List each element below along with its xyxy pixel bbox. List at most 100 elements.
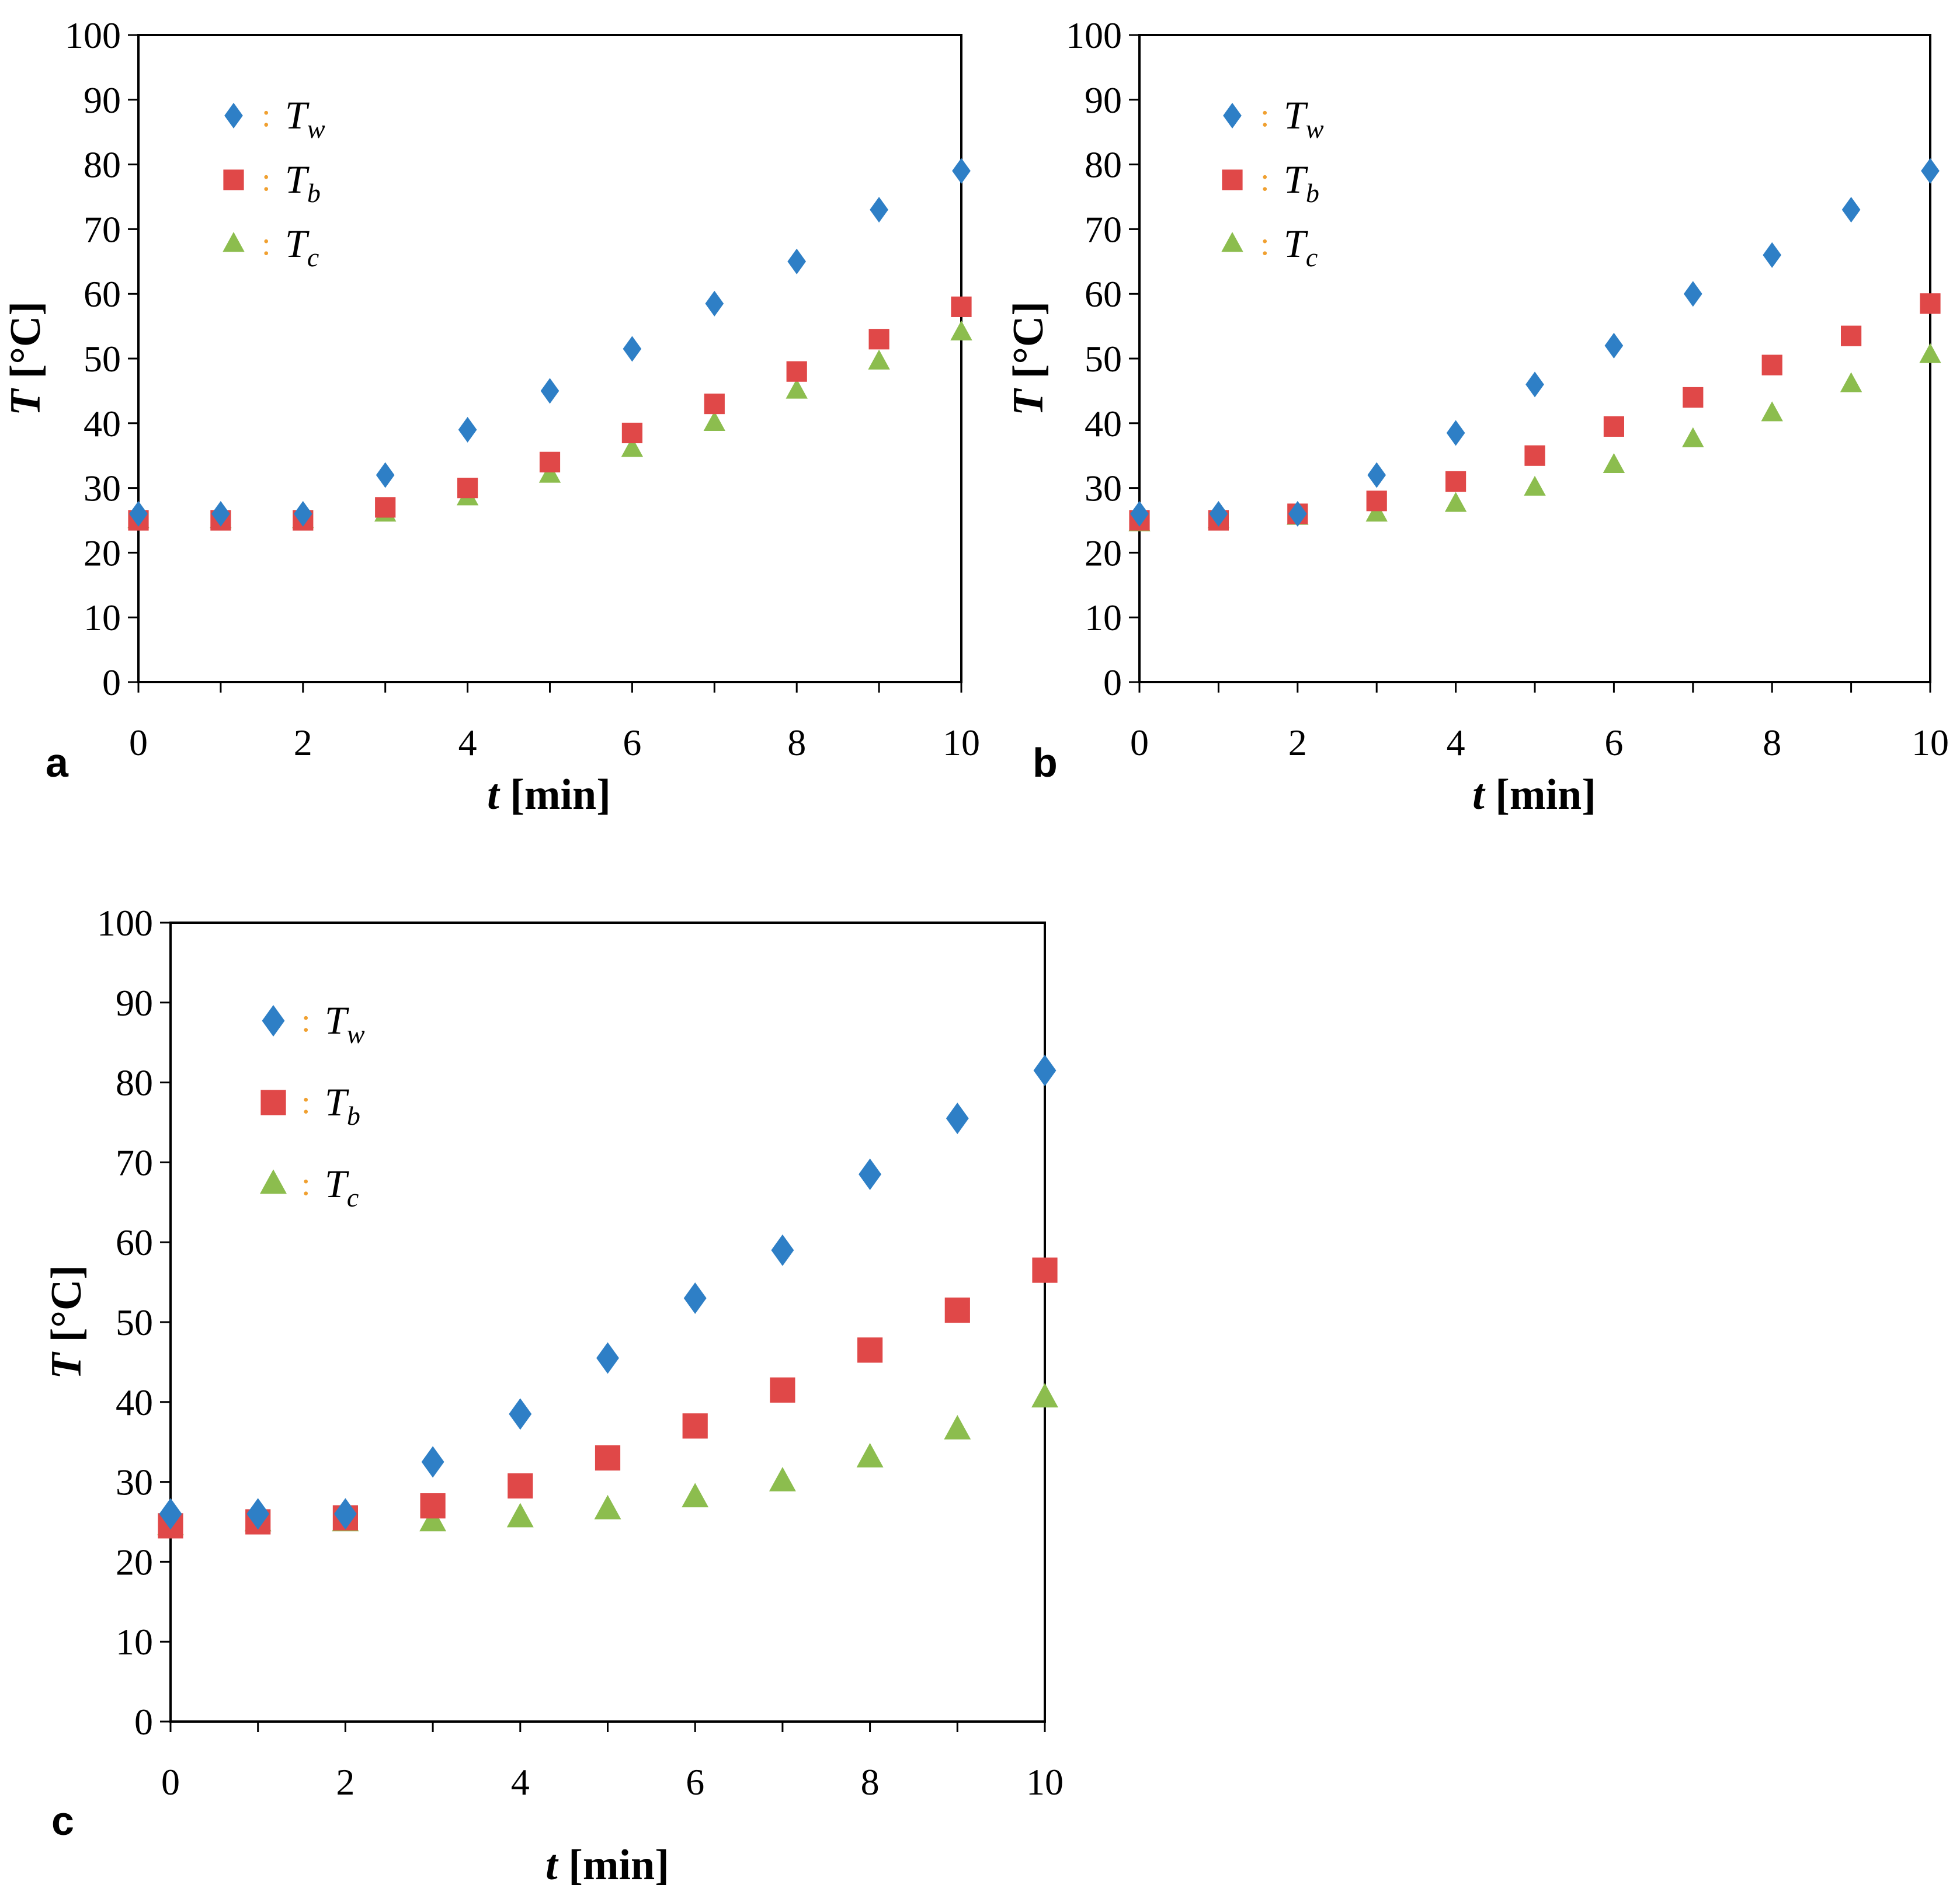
data-point-t-w bbox=[333, 1498, 357, 1530]
y-tick-label: 40 bbox=[1085, 403, 1122, 444]
x-tick-label: 10 bbox=[943, 722, 980, 763]
legend-label-main: T bbox=[285, 93, 310, 137]
data-point-t-w bbox=[596, 1342, 619, 1374]
legend: : Tw: Tb: Tc bbox=[223, 93, 325, 272]
legend-label-main: T bbox=[1284, 93, 1308, 137]
data-point-t-c bbox=[1919, 343, 1941, 363]
y-tick-label: 20 bbox=[84, 532, 121, 573]
y-axis-var: T bbox=[2, 388, 50, 416]
y-tick-label: 90 bbox=[84, 79, 121, 121]
data-point-t-b bbox=[1683, 387, 1704, 408]
y-tick-label: 80 bbox=[1085, 144, 1122, 186]
data-point-t-w bbox=[1367, 462, 1386, 488]
y-tick-label: 90 bbox=[1085, 79, 1122, 121]
legend-label: Tc bbox=[1284, 221, 1318, 272]
data-point-t-c bbox=[1524, 475, 1546, 496]
x-axis-unit: [min] bbox=[1485, 771, 1596, 819]
legend-separator: : bbox=[301, 1003, 311, 1039]
data-point-t-b bbox=[595, 1445, 621, 1471]
legend-separator: : bbox=[262, 162, 271, 198]
data-point-t-b bbox=[1920, 293, 1941, 314]
series-t-w bbox=[1130, 158, 1940, 527]
y-axis-title: T [°C] bbox=[43, 1265, 91, 1379]
data-point-t-b bbox=[1032, 1257, 1058, 1283]
y-axis-title: T [°C] bbox=[2, 301, 50, 416]
legend-label-main: T bbox=[1284, 221, 1308, 266]
legend-marker-t-w bbox=[224, 103, 243, 128]
legend-separator: : bbox=[1260, 226, 1270, 262]
y-tick-label: 0 bbox=[102, 662, 121, 703]
data-point-t-w bbox=[859, 1158, 882, 1190]
legend-marker-t-b bbox=[223, 169, 244, 190]
x-axis-unit: [min] bbox=[499, 771, 611, 819]
data-point-t-w bbox=[293, 500, 312, 527]
x-tick-label: 8 bbox=[861, 1761, 880, 1803]
x-axis-unit: [min] bbox=[558, 1841, 669, 1889]
x-tick-label: 2 bbox=[1288, 722, 1307, 763]
y-tick-label: 40 bbox=[84, 403, 121, 444]
legend-label-main: T bbox=[325, 998, 349, 1042]
legend-marker-t-c bbox=[260, 1169, 287, 1194]
data-point-t-w bbox=[246, 1498, 270, 1530]
y-tick-label: 80 bbox=[84, 144, 121, 186]
data-point-t-w bbox=[1446, 420, 1465, 446]
x-tick-label: 4 bbox=[1447, 722, 1465, 763]
data-point-t-c bbox=[538, 463, 561, 483]
panel-letter: c bbox=[51, 1798, 74, 1844]
data-point-t-b bbox=[1445, 471, 1466, 492]
y-tick-label: 50 bbox=[1085, 338, 1122, 380]
y-tick-label: 70 bbox=[116, 1142, 153, 1183]
data-point-t-c bbox=[1682, 427, 1704, 447]
data-point-t-w bbox=[376, 462, 395, 488]
data-point-t-b bbox=[508, 1473, 533, 1499]
data-point-t-w bbox=[623, 336, 642, 362]
legend-label-main: T bbox=[325, 1162, 349, 1206]
x-tick-label: 6 bbox=[1604, 722, 1623, 763]
data-point-t-b bbox=[375, 497, 396, 518]
x-tick-label: 2 bbox=[336, 1761, 355, 1803]
data-point-t-b bbox=[621, 422, 642, 444]
data-point-t-b bbox=[944, 1297, 970, 1323]
legend-label-sub: b bbox=[1306, 178, 1319, 208]
data-point-t-b bbox=[539, 451, 561, 472]
y-tick-label: 10 bbox=[116, 1621, 153, 1663]
y-tick-label: 90 bbox=[116, 982, 153, 1024]
y-tick-label: 20 bbox=[116, 1541, 153, 1583]
data-point-t-w bbox=[458, 416, 477, 443]
y-tick-label: 30 bbox=[84, 468, 121, 509]
x-tick-label: 8 bbox=[1763, 722, 1781, 763]
legend-label-sub: b bbox=[307, 178, 321, 208]
data-point-t-w bbox=[952, 158, 971, 184]
data-point-t-w bbox=[509, 1398, 532, 1430]
legend-label: Tc bbox=[325, 1162, 359, 1212]
legend-separator: : bbox=[1260, 162, 1270, 198]
data-point-t-c bbox=[1840, 372, 1862, 392]
data-point-t-w bbox=[870, 197, 888, 223]
y-tick-label: 100 bbox=[97, 902, 153, 944]
legend-label: Tb bbox=[325, 1080, 360, 1131]
data-point-t-b bbox=[1524, 445, 1545, 466]
y-tick-label: 0 bbox=[1103, 662, 1122, 703]
x-axis-var: t bbox=[545, 1841, 559, 1889]
legend-marker-t-b bbox=[260, 1090, 286, 1115]
data-point-t-c bbox=[786, 378, 808, 399]
data-point-t-c bbox=[621, 437, 644, 457]
legend-separator: : bbox=[301, 1166, 311, 1202]
legend-separator: : bbox=[1260, 98, 1270, 134]
data-point-t-b bbox=[1841, 325, 1862, 346]
y-tick-label: 50 bbox=[84, 338, 121, 380]
data-point-t-c bbox=[856, 1442, 884, 1468]
data-point-t-b bbox=[420, 1493, 446, 1519]
x-axis-title: t [min] bbox=[1472, 771, 1596, 819]
data-point-t-c bbox=[1365, 502, 1388, 522]
y-tick-label: 10 bbox=[84, 597, 121, 638]
legend-marker-t-w bbox=[262, 1005, 285, 1037]
y-tick-label: 50 bbox=[116, 1302, 153, 1343]
y-axis-var: T bbox=[1005, 388, 1052, 416]
data-point-t-w bbox=[1604, 332, 1624, 359]
y-axis-unit: [°C] bbox=[1005, 301, 1052, 390]
y-tick-label: 60 bbox=[116, 1222, 153, 1263]
data-point-t-w bbox=[1763, 242, 1782, 268]
legend-marker-t-c bbox=[223, 232, 245, 252]
